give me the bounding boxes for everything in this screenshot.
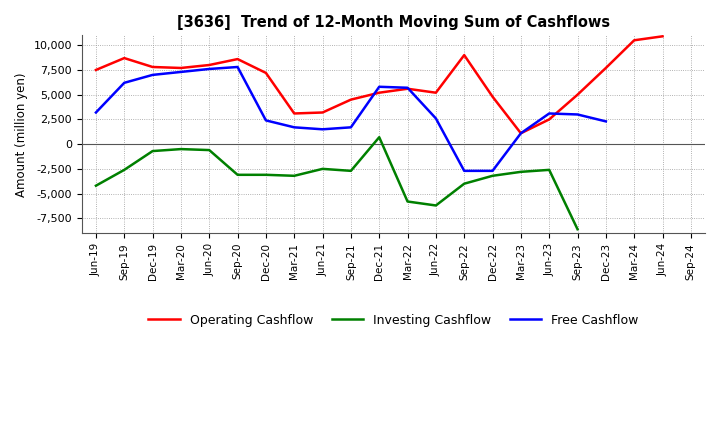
Operating Cashflow bbox=[658, 34, 667, 39]
Operating Cashflow bbox=[346, 97, 355, 102]
Investing Cashflow bbox=[403, 199, 412, 204]
Investing Cashflow bbox=[545, 167, 554, 172]
Operating Cashflow bbox=[148, 64, 157, 70]
Free Cashflow bbox=[205, 66, 214, 72]
Legend: Operating Cashflow, Investing Cashflow, Free Cashflow: Operating Cashflow, Investing Cashflow, … bbox=[143, 309, 644, 332]
Investing Cashflow bbox=[431, 203, 440, 208]
Operating Cashflow bbox=[488, 94, 497, 99]
Line: Free Cashflow: Free Cashflow bbox=[96, 67, 606, 171]
Free Cashflow bbox=[516, 131, 525, 136]
Investing Cashflow bbox=[290, 173, 299, 179]
Free Cashflow bbox=[403, 85, 412, 90]
Investing Cashflow bbox=[120, 167, 129, 172]
Free Cashflow bbox=[120, 80, 129, 85]
Investing Cashflow bbox=[375, 135, 384, 140]
Free Cashflow bbox=[488, 168, 497, 173]
Investing Cashflow bbox=[148, 148, 157, 154]
Operating Cashflow bbox=[91, 67, 100, 73]
Operating Cashflow bbox=[318, 110, 327, 115]
Free Cashflow bbox=[91, 110, 100, 115]
Free Cashflow bbox=[545, 111, 554, 116]
Operating Cashflow bbox=[573, 92, 582, 97]
Operating Cashflow bbox=[516, 131, 525, 136]
Operating Cashflow bbox=[120, 55, 129, 61]
Operating Cashflow bbox=[205, 62, 214, 68]
Operating Cashflow bbox=[375, 90, 384, 95]
Investing Cashflow bbox=[176, 147, 185, 152]
Operating Cashflow bbox=[545, 117, 554, 122]
Investing Cashflow bbox=[488, 173, 497, 179]
Y-axis label: Amount (million yen): Amount (million yen) bbox=[15, 72, 28, 197]
Title: [3636]  Trend of 12-Month Moving Sum of Cashflows: [3636] Trend of 12-Month Moving Sum of C… bbox=[177, 15, 610, 30]
Free Cashflow bbox=[176, 69, 185, 74]
Operating Cashflow bbox=[261, 70, 270, 76]
Line: Operating Cashflow: Operating Cashflow bbox=[96, 37, 662, 133]
Operating Cashflow bbox=[601, 65, 610, 70]
Free Cashflow bbox=[318, 127, 327, 132]
Free Cashflow bbox=[346, 125, 355, 130]
Investing Cashflow bbox=[318, 166, 327, 172]
Free Cashflow bbox=[460, 168, 469, 173]
Investing Cashflow bbox=[233, 172, 242, 177]
Operating Cashflow bbox=[460, 52, 469, 58]
Operating Cashflow bbox=[176, 65, 185, 70]
Free Cashflow bbox=[375, 84, 384, 89]
Line: Investing Cashflow: Investing Cashflow bbox=[96, 137, 577, 229]
Investing Cashflow bbox=[91, 183, 100, 188]
Free Cashflow bbox=[261, 118, 270, 123]
Free Cashflow bbox=[233, 64, 242, 70]
Operating Cashflow bbox=[630, 38, 639, 43]
Free Cashflow bbox=[431, 116, 440, 121]
Free Cashflow bbox=[290, 125, 299, 130]
Free Cashflow bbox=[601, 119, 610, 124]
Operating Cashflow bbox=[403, 86, 412, 92]
Investing Cashflow bbox=[346, 168, 355, 173]
Investing Cashflow bbox=[573, 227, 582, 232]
Investing Cashflow bbox=[460, 181, 469, 187]
Free Cashflow bbox=[148, 72, 157, 77]
Operating Cashflow bbox=[233, 56, 242, 62]
Operating Cashflow bbox=[431, 90, 440, 95]
Investing Cashflow bbox=[205, 147, 214, 153]
Operating Cashflow bbox=[290, 111, 299, 116]
Investing Cashflow bbox=[516, 169, 525, 175]
Investing Cashflow bbox=[261, 172, 270, 177]
Free Cashflow bbox=[573, 112, 582, 117]
